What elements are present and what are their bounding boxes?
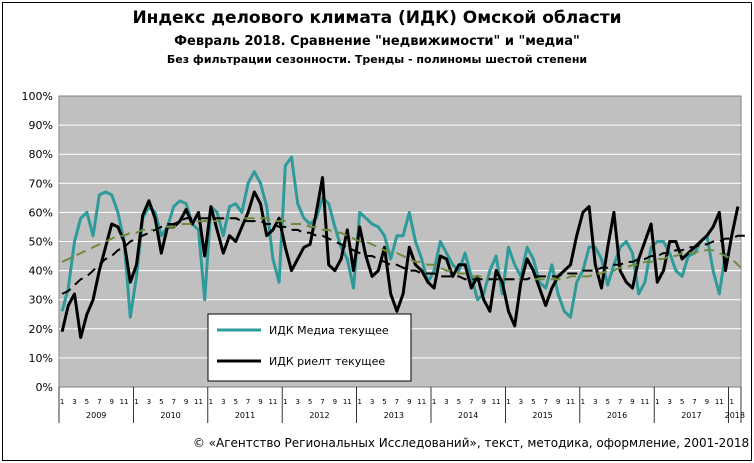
x-tick-label: 1 — [357, 398, 361, 406]
y-tick-label: 70% — [29, 177, 53, 190]
y-tick-label: 30% — [29, 294, 53, 307]
x-year-label: 2012 — [309, 411, 329, 420]
x-tick-label: 11 — [417, 398, 426, 406]
x-tick-label: 9 — [630, 398, 634, 406]
x-tick-label: 1 — [581, 398, 585, 406]
x-tick-label: 11 — [640, 398, 649, 406]
x-tick-label: 3 — [370, 398, 374, 406]
x-tick-label: 5 — [233, 398, 237, 406]
x-tick-label: 3 — [221, 398, 225, 406]
x-tick-label: 7 — [543, 398, 547, 406]
x-tick-label: 1 — [60, 398, 64, 406]
x-tick-label: 1 — [432, 398, 436, 406]
x-tick-label: 5 — [159, 398, 163, 406]
legend-label-media: ИДК Медиа текущее — [269, 324, 389, 337]
x-tick-label: 5 — [531, 398, 535, 406]
x-year-label: 2017 — [681, 411, 701, 420]
x-tick-label: 7 — [171, 398, 175, 406]
x-tick-label: 1 — [506, 398, 510, 406]
x-tick-label: 11 — [194, 398, 203, 406]
y-tick-label: 20% — [29, 323, 53, 336]
x-tick-label: 1 — [209, 398, 213, 406]
x-tick-label: 5 — [382, 398, 386, 406]
x-tick-label: 3 — [519, 398, 523, 406]
y-tick-label: 80% — [29, 148, 53, 161]
y-tick-label: 50% — [29, 236, 53, 249]
x-tick-label: 5 — [605, 398, 609, 406]
x-year-label: 2014 — [458, 411, 478, 420]
x-tick-label: 5 — [308, 398, 312, 406]
x-tick-label: 5 — [85, 398, 89, 406]
x-year-label: 2016 — [607, 411, 627, 420]
x-tick-label: 5 — [680, 398, 684, 406]
series-line-media — [60, 155, 727, 319]
x-tick-label: 11 — [268, 398, 277, 406]
x-year-label: 2010 — [160, 411, 180, 420]
y-tick-label: 90% — [29, 119, 53, 132]
x-tick-label: 1 — [729, 398, 733, 406]
legend-box — [207, 313, 412, 382]
gridlines — [59, 124, 741, 359]
x-tick-label: 11 — [120, 398, 129, 406]
x-year-label: 2009 — [86, 411, 106, 420]
x-tick-label: 9 — [184, 398, 188, 406]
legend: ИДК Медиа текущее ИДК риелт текущее — [207, 313, 412, 382]
y-tick-label: 10% — [29, 352, 53, 365]
y-axis: 0% 10% 20% 30% 40% 50% 60% 70% 80% 90% 100% — [22, 90, 53, 394]
x-tick-label: 7 — [320, 398, 324, 406]
chart-svg: Индекс делового климата (ИДК) Омской обл… — [22, 8, 751, 450]
x-tick-label: 5 — [457, 398, 461, 406]
x-tick-label: 3 — [295, 398, 299, 406]
x-tick-label: 3 — [72, 398, 76, 406]
y-tick-label: 40% — [29, 265, 53, 278]
x-tick-label: 11 — [492, 398, 501, 406]
legend-label-realty: ИДК риелт текущее — [269, 355, 385, 368]
x-tick-label: 11 — [715, 398, 724, 406]
trend-line-realty — [61, 217, 751, 295]
x-tick-label: 9 — [556, 398, 560, 406]
x-tick-label: 9 — [333, 398, 337, 406]
x-tick-label: 9 — [109, 398, 113, 406]
x-tick-label: 7 — [692, 398, 696, 406]
credit-text: © «Агентство Региональных Исследований»,… — [193, 436, 749, 450]
x-tick-label: 1 — [283, 398, 287, 406]
x-year-label: 2013 — [384, 411, 404, 420]
x-tick-label: 3 — [593, 398, 597, 406]
y-tick-label: 100% — [22, 90, 53, 103]
x-tick-label: 7 — [618, 398, 622, 406]
x-tick-label: 3 — [667, 398, 671, 406]
x-year-label: 2015 — [532, 411, 552, 420]
x-tick-label: 3 — [147, 398, 151, 406]
x-year-label: 2018 — [725, 411, 745, 420]
y-tick-label: 0% — [36, 381, 53, 394]
x-tick-label: 1 — [134, 398, 138, 406]
x-tick-label: 7 — [97, 398, 101, 406]
x-tick-label: 7 — [469, 398, 473, 406]
series-lines — [60, 155, 751, 339]
x-tick-label: 7 — [395, 398, 399, 406]
trend-line-media — [61, 217, 745, 281]
x-tick-label: 9 — [407, 398, 411, 406]
x-year-label: 2011 — [235, 411, 255, 420]
chart-subtitle: Февраль 2018. Сравнение "недвижимости" и… — [174, 34, 580, 49]
chart-note: Без фильтрации сезонности. Тренды - поли… — [167, 53, 587, 66]
x-tick-label: 3 — [444, 398, 448, 406]
x-tick-label: 11 — [566, 398, 575, 406]
x-tick-label: 11 — [343, 398, 352, 406]
x-tick-label: 9 — [481, 398, 485, 406]
x-tick-label: 9 — [705, 398, 709, 406]
chart-title: Индекс делового климата (ИДК) Омской обл… — [132, 8, 621, 28]
y-tick-label: 60% — [29, 206, 53, 219]
x-tick-label: 9 — [258, 398, 262, 406]
x-tick-label: 1 — [655, 398, 659, 406]
x-tick-label: 7 — [246, 398, 250, 406]
